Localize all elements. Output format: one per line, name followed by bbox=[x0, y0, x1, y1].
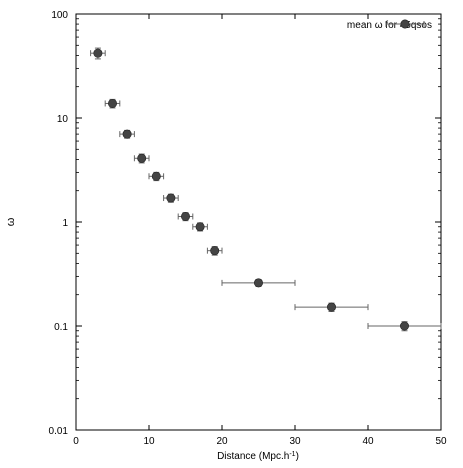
y-tick-label: 100 bbox=[51, 10, 68, 21]
legend: mean ω for 45qsos bbox=[347, 19, 432, 31]
data-points bbox=[90, 47, 442, 332]
axis-ticks bbox=[75, 13, 442, 431]
legend-label: mean ω for 45qsos bbox=[347, 20, 432, 31]
data-point bbox=[254, 278, 264, 288]
data-point bbox=[399, 321, 409, 331]
data-point bbox=[137, 153, 147, 163]
x-tick-label: 0 bbox=[73, 436, 79, 447]
x-tick-label: 40 bbox=[362, 436, 374, 447]
data-point bbox=[181, 211, 191, 221]
data-point bbox=[122, 129, 132, 139]
legend-marker bbox=[400, 19, 410, 29]
x-axis-label: Distance (Mpc.h-1) bbox=[217, 451, 299, 463]
data-point bbox=[93, 48, 103, 58]
data-point bbox=[108, 98, 118, 108]
x-tick-label: 50 bbox=[435, 436, 447, 447]
y-tick-label: 1 bbox=[62, 218, 68, 229]
data-point bbox=[210, 246, 220, 256]
x-tick-label: 10 bbox=[143, 436, 155, 447]
y-axis-label: ω bbox=[5, 217, 17, 226]
tick-labels: 0 10 20 30 40 50 0.01 0.1 1 10 100 bbox=[49, 10, 447, 447]
y-tick-label: 10 bbox=[57, 114, 69, 125]
plot-frame bbox=[75, 13, 442, 431]
data-point bbox=[326, 302, 336, 312]
x-tick-label: 20 bbox=[216, 436, 228, 447]
data-point bbox=[195, 222, 205, 232]
data-point bbox=[151, 171, 161, 181]
data-point bbox=[166, 193, 176, 203]
y-tick-label: 0.01 bbox=[49, 426, 69, 437]
y-tick-label: 0.1 bbox=[54, 322, 68, 333]
x-tick-label: 30 bbox=[289, 436, 301, 447]
